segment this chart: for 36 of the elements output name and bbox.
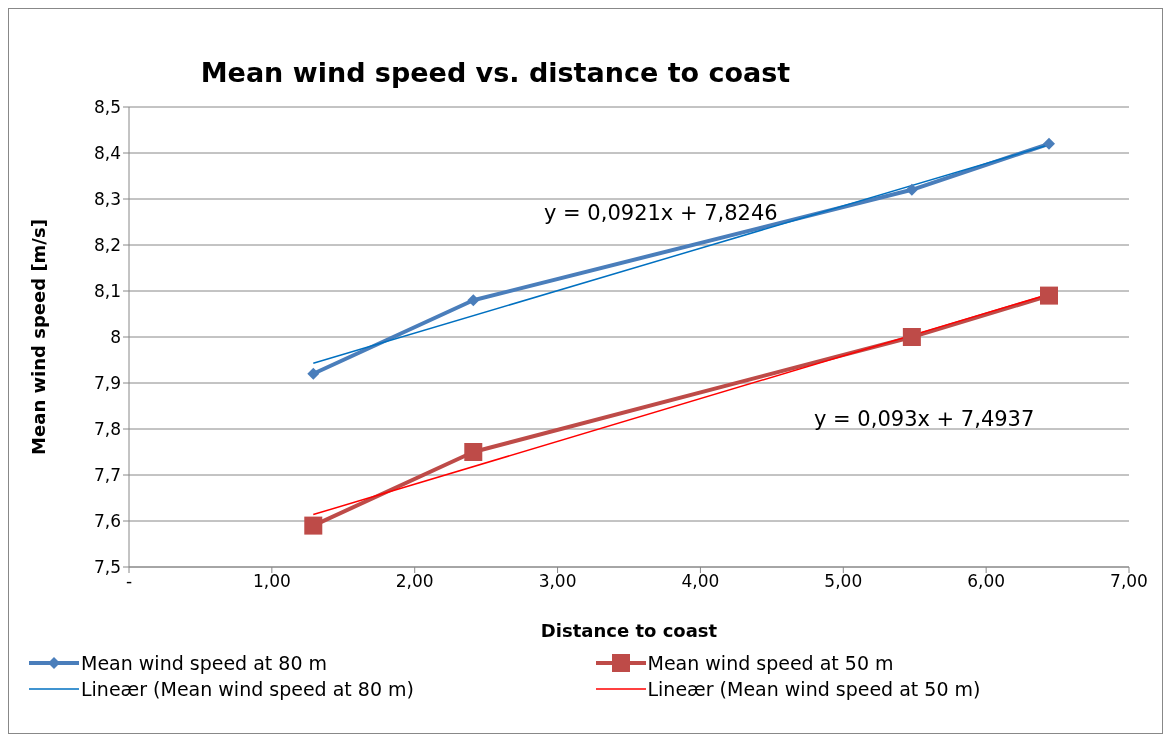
legend-label: Lineær (Mean wind speed at 50 m) (647, 678, 981, 700)
point (1043, 137, 1055, 150)
x-tick-label: 6,00 (967, 571, 1006, 592)
x-tick-label: 3,00 (538, 571, 577, 592)
point (464, 443, 483, 461)
annotation: y = 0,093x + 7,4937 (814, 407, 1035, 431)
y-tick-label: 7,5 (93, 557, 121, 578)
point (304, 516, 323, 535)
legend-label: Lineær (Mean wind speed at 80 m) (81, 678, 414, 700)
point (467, 294, 480, 307)
chart-title: Mean wind speed vs. distance to coast (199, 57, 792, 90)
x-tick-label: 7,00 (1110, 571, 1148, 592)
point (905, 183, 918, 196)
y-tick-label: 7,7 (93, 465, 121, 486)
y-tick-label: 8 (110, 327, 121, 348)
y-tick-label: 8,5 (93, 97, 121, 118)
legend-label: Mean wind speed at 50 m (647, 652, 894, 674)
x-tick-label: 4,00 (681, 571, 720, 592)
y-axis-title: Mean wind speed [m/s] (28, 219, 50, 455)
y-tick-label: 8,4 (93, 143, 121, 164)
point (902, 328, 921, 346)
y-tick-label: 7,8 (93, 419, 121, 440)
y-tick-label: 8,2 (93, 235, 121, 256)
x-tick-label: - (125, 571, 133, 592)
x-axis-title: Distance to coast (540, 620, 718, 641)
x-tick-label: 5,00 (824, 571, 863, 592)
y-tick-label: 7,9 (93, 373, 121, 394)
legend-label: Mean wind speed at 80 m (81, 652, 328, 674)
point (1040, 286, 1058, 305)
annotation: y = 0,0921x + 7,8246 (544, 201, 778, 225)
x-tick-label: 1,00 (252, 571, 291, 592)
y-tick-label: 8,3 (93, 189, 121, 210)
point (307, 367, 320, 380)
x-tick-label: 2,00 (395, 571, 434, 592)
y-tick-label: 7,6 (93, 511, 121, 532)
y-tick-label: 8,1 (93, 281, 121, 302)
